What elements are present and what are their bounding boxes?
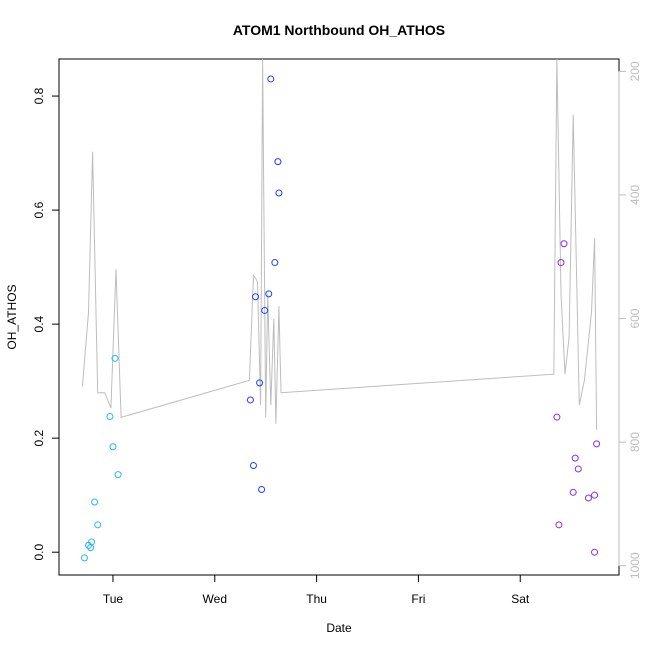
- data-point: [555, 521, 563, 529]
- secondary-series-line: [81, 58, 598, 430]
- data-point: [557, 259, 565, 267]
- data-point: [258, 485, 266, 493]
- y-tick-label: 0.2: [32, 429, 46, 446]
- right-tick-label: 400: [628, 185, 642, 205]
- data-point: [569, 488, 577, 496]
- data-point: [114, 471, 122, 479]
- data-point: [265, 290, 273, 298]
- data-point: [261, 306, 269, 314]
- data-point: [574, 465, 582, 473]
- data-point: [591, 491, 599, 499]
- data-point: [584, 494, 592, 502]
- data-point: [88, 538, 96, 546]
- data-point: [591, 548, 599, 556]
- x-tick-label: Fri: [411, 592, 425, 606]
- data-point: [106, 412, 114, 420]
- x-tick-label: Wed: [203, 592, 227, 606]
- y-tick-label: 0.8: [32, 87, 46, 104]
- data-point: [80, 554, 88, 562]
- data-point: [274, 158, 282, 166]
- right-tick-label: 1000: [628, 552, 642, 579]
- data-point: [91, 498, 99, 506]
- y-tick-label: 0.0: [32, 544, 46, 561]
- secondary-series-layer: [81, 58, 598, 430]
- x-tick-label: Sat: [511, 592, 530, 606]
- right-tick-label: 200: [628, 61, 642, 81]
- x-tick-label: Thu: [306, 592, 327, 606]
- x-axis: Tue Wed Thu Fri Sat: [103, 574, 530, 606]
- x-tick-label: Tue: [103, 592, 124, 606]
- data-point: [252, 293, 260, 301]
- y-tick-label: 0.6: [32, 201, 46, 218]
- data-point: [111, 354, 119, 362]
- data-point: [275, 189, 283, 197]
- y-tick-label: 0.4: [32, 315, 46, 332]
- data-point: [553, 413, 561, 421]
- points-layer: [80, 75, 601, 562]
- data-point: [249, 462, 257, 470]
- right-axis: 200 400 600 800 1000: [618, 61, 642, 579]
- y-axis: 0.0 0.2 0.4 0.6 0.8: [32, 87, 60, 561]
- data-point: [246, 396, 254, 404]
- data-point: [109, 443, 117, 451]
- data-point: [267, 75, 275, 83]
- y-axis-title: OH_ATHOS: [5, 284, 19, 349]
- data-point: [94, 521, 102, 529]
- data-point: [256, 379, 264, 387]
- right-tick-label: 600: [628, 308, 642, 328]
- right-tick-label: 800: [628, 432, 642, 452]
- plot-frame: [58, 58, 620, 576]
- data-point: [593, 440, 601, 448]
- data-point: [560, 240, 568, 248]
- x-axis-title: Date: [326, 621, 352, 635]
- chart-title: ATOM1 Northbound OH_ATHOS: [233, 22, 445, 38]
- data-point: [271, 259, 279, 267]
- data-point: [571, 454, 579, 462]
